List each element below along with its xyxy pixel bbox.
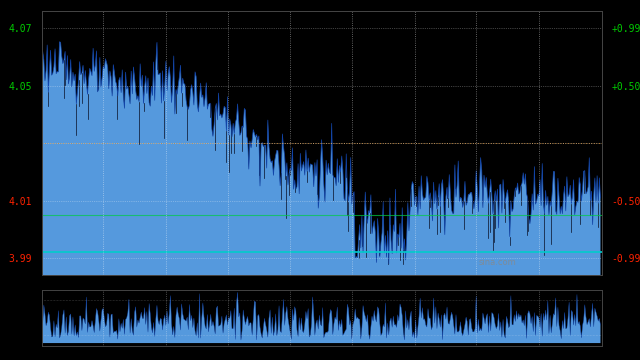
Text: sina.com: sina.com (479, 258, 516, 267)
